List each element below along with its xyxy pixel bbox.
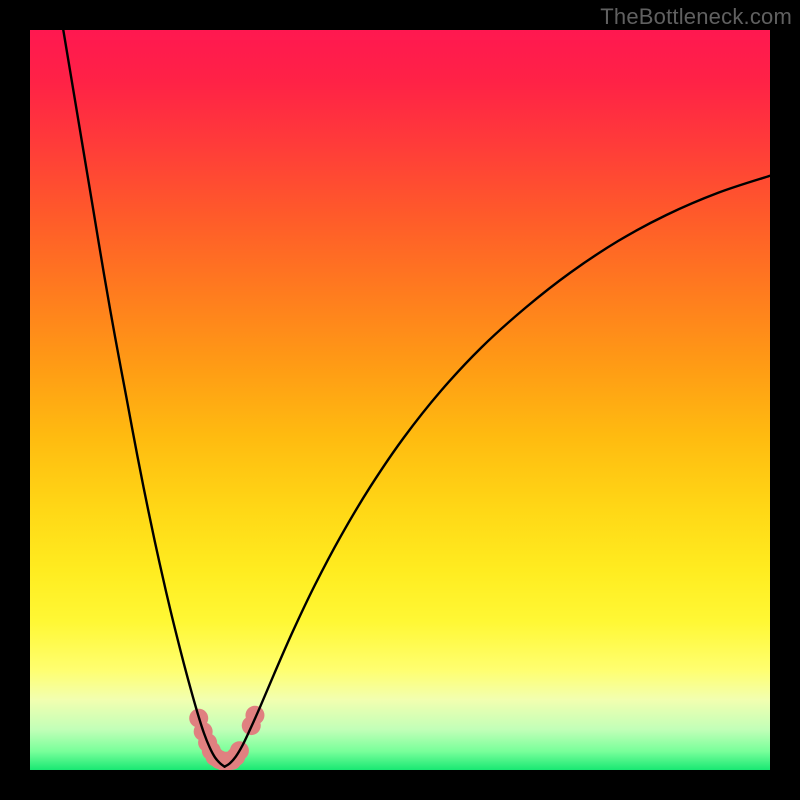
- watermark-text: TheBottleneck.com: [600, 4, 792, 30]
- marker-dot: [245, 706, 264, 725]
- bottleneck-curve-chart: [30, 30, 770, 770]
- chart-frame: TheBottleneck.com: [0, 0, 800, 800]
- chart-plot-area: [30, 30, 770, 770]
- gradient-background: [30, 30, 770, 770]
